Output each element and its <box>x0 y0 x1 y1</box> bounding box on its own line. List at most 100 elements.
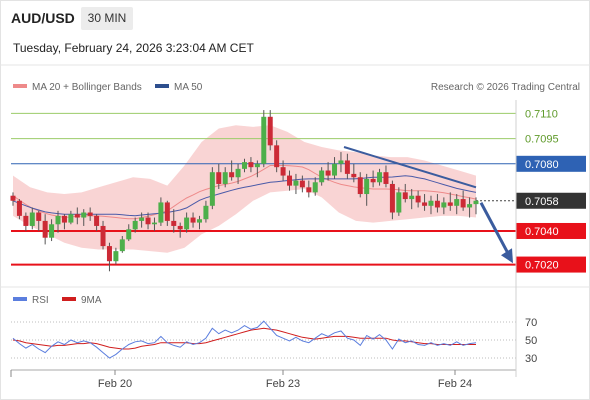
candle <box>254 160 260 178</box>
candle-body <box>299 180 305 188</box>
candle-body <box>36 212 42 221</box>
candle-body <box>422 202 428 206</box>
candle <box>196 215 202 230</box>
rsi-tick-label: 70 <box>525 317 537 329</box>
level-label-0-7110: 0.7110 <box>525 108 558 120</box>
candle <box>10 192 16 206</box>
rsi-line <box>12 320 477 359</box>
candle <box>177 222 183 238</box>
rsi-ma-line <box>12 327 476 350</box>
candle <box>274 140 280 173</box>
candle-body <box>216 172 222 184</box>
candle <box>164 200 170 226</box>
candle-body <box>409 195 415 200</box>
candle <box>344 153 350 179</box>
candle <box>402 183 408 203</box>
level-label-text: 0.7080 <box>525 159 559 171</box>
candle-body <box>23 215 29 226</box>
chart-header: AUD/USD 30 MIN <box>0 0 590 36</box>
candle <box>184 212 190 233</box>
candle <box>383 165 389 188</box>
price-levels <box>11 112 516 266</box>
candle <box>68 210 74 225</box>
candle <box>319 167 325 186</box>
x-tick-label: Feb 24 <box>438 378 472 390</box>
candle-body <box>364 178 370 195</box>
candle-body <box>145 217 151 225</box>
level-label-bg <box>516 155 586 172</box>
candle-body <box>177 225 183 230</box>
candle-body <box>441 202 447 208</box>
candle-body <box>235 168 241 178</box>
candle <box>106 242 112 272</box>
candle <box>61 214 67 230</box>
candle <box>55 210 61 233</box>
candle <box>42 214 48 245</box>
candle <box>209 167 215 210</box>
candle-body <box>10 195 16 201</box>
rsi-tick-label: 30 <box>525 353 537 365</box>
candle-body <box>473 200 479 205</box>
candle-body <box>370 178 376 183</box>
candle <box>389 180 395 220</box>
candle-body <box>319 170 325 183</box>
candle <box>216 163 222 189</box>
rsi-tick-label: 50 <box>525 335 537 347</box>
level-label-0-7080: 0.7080 <box>516 155 586 172</box>
forecast-arrow-shaft <box>479 202 511 256</box>
candle <box>145 212 151 230</box>
candle-body <box>74 214 80 218</box>
candle <box>158 197 164 226</box>
candle-body <box>203 205 209 220</box>
candle-body <box>106 246 112 262</box>
candle-body <box>415 195 421 203</box>
candle-body <box>434 200 440 208</box>
candle <box>94 214 100 231</box>
candle-body <box>158 202 164 223</box>
rsi-legend-label: RSI <box>32 295 49 306</box>
candle <box>325 162 331 181</box>
candle <box>29 207 35 230</box>
candle-body <box>332 163 338 176</box>
candle-body <box>29 212 35 226</box>
candle-body <box>454 199 460 206</box>
level-label-bg <box>516 192 586 209</box>
rsi-ma-legend-swatch <box>62 297 76 301</box>
level-label-text: 0.7110 <box>525 108 558 120</box>
candle-body <box>293 180 299 186</box>
candle-body <box>389 183 395 213</box>
level-label-text: 0.7095 <box>525 134 559 146</box>
candle-body <box>396 192 402 213</box>
candle-body <box>402 192 408 200</box>
candle <box>248 157 254 173</box>
candle <box>377 168 383 186</box>
candle <box>312 177 318 196</box>
candle <box>100 220 106 250</box>
candle-body <box>61 215 67 223</box>
candle <box>293 173 299 195</box>
x-tick-label: Feb 20 <box>98 378 132 390</box>
candle <box>434 194 440 213</box>
candle-body <box>184 217 190 230</box>
candle-body <box>460 199 466 208</box>
bollinger-band-area <box>13 125 476 253</box>
level-label-text: 0.7020 <box>525 260 559 272</box>
candle <box>49 219 55 242</box>
ma20-legend-label: MA 20 + Bollinger Bands <box>32 82 142 93</box>
level-label-bg <box>516 222 586 239</box>
rsi-legend-swatch <box>13 297 27 301</box>
candle-body <box>209 172 215 206</box>
timestamp-label: Tuesday, February 24, 2026 3:23:04 AM CE… <box>13 41 254 55</box>
candle <box>351 163 357 183</box>
candle-body <box>55 215 61 225</box>
candle-body <box>287 175 293 186</box>
ma20-legend-swatch <box>13 84 27 88</box>
candle-body <box>87 212 93 216</box>
level-label-text: 0.7058 <box>525 196 559 208</box>
x-axis: Feb 20 Feb 23 Feb 24 <box>10 100 517 390</box>
candle-body <box>139 217 145 221</box>
rsi-ma-legend-label: 9MA <box>81 295 102 306</box>
candle <box>299 175 305 193</box>
candle-body <box>254 163 260 168</box>
timeframe-button[interactable]: 30 MIN <box>81 7 133 30</box>
